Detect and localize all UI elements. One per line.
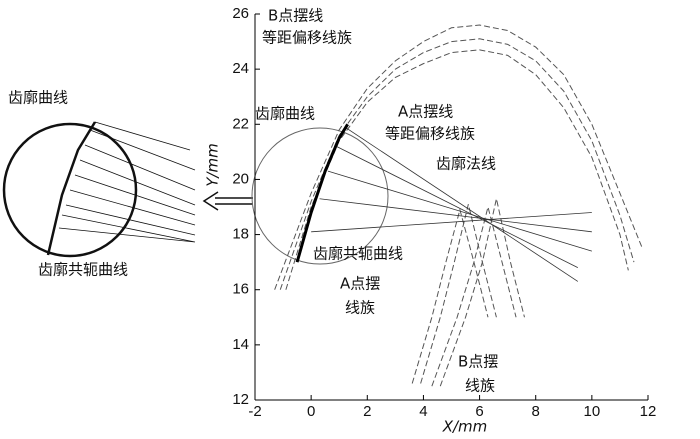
curve bbox=[285, 49, 629, 290]
annotation: A点摆线 bbox=[398, 103, 453, 121]
inset-curve bbox=[46, 121, 97, 256]
arrow bbox=[202, 191, 253, 211]
curve bbox=[439, 198, 525, 387]
annotation: 齿廓共轭曲线 bbox=[313, 245, 403, 263]
curve bbox=[344, 126, 579, 282]
curve bbox=[319, 198, 592, 233]
y-tick-label: 26 bbox=[232, 5, 249, 22]
x-axis-label: X/mm bbox=[442, 418, 488, 436]
x-tick-label: 6 bbox=[475, 403, 483, 420]
annotation: 等距偏移线族 bbox=[385, 125, 475, 143]
inset-normals bbox=[58, 121, 196, 243]
y-tick-label: 12 bbox=[232, 391, 249, 408]
curve bbox=[411, 207, 489, 384]
y-tick-label: 16 bbox=[232, 281, 249, 298]
annotation: A点摆 bbox=[340, 275, 380, 293]
x-tick-label: 8 bbox=[532, 403, 540, 420]
curve bbox=[274, 24, 643, 290]
inset bbox=[2, 121, 389, 265]
y-tick-label: 24 bbox=[232, 60, 249, 77]
y-axis-label: Y/mm bbox=[204, 143, 222, 186]
zoom-circle bbox=[251, 127, 389, 265]
curve bbox=[311, 212, 592, 233]
x-tick-label: 4 bbox=[419, 403, 427, 420]
inset-circle bbox=[2, 122, 138, 258]
inset-label: 齿廓共轭曲线 bbox=[38, 261, 128, 279]
x-tick-label: 10 bbox=[584, 403, 601, 420]
y-tick-label: 22 bbox=[232, 115, 249, 132]
curve bbox=[295, 123, 349, 263]
inset-label: 齿廓曲线 bbox=[8, 89, 68, 107]
curve bbox=[431, 206, 517, 387]
curve bbox=[336, 145, 579, 269]
annotation: 线族 bbox=[465, 377, 495, 395]
y-tick-label: 18 bbox=[232, 226, 249, 243]
curve bbox=[327, 170, 592, 252]
curve bbox=[420, 204, 497, 384]
x-tick-label: -2 bbox=[248, 403, 261, 420]
y-tick-label: 20 bbox=[232, 170, 249, 187]
x-tick-label: 2 bbox=[363, 403, 371, 420]
annotation: 齿廓曲线 bbox=[255, 105, 315, 123]
annotation: 线族 bbox=[345, 299, 375, 317]
x-tick-label: 12 bbox=[640, 403, 657, 420]
annotation: B点摆 bbox=[458, 353, 498, 371]
annotation: 齿廓法线 bbox=[436, 155, 496, 173]
annotation: B点摆线 bbox=[268, 7, 323, 25]
y-tick-label: 14 bbox=[232, 336, 249, 353]
x-tick-label: 0 bbox=[307, 403, 315, 420]
annotation: 等距偏移线族 bbox=[262, 29, 352, 47]
